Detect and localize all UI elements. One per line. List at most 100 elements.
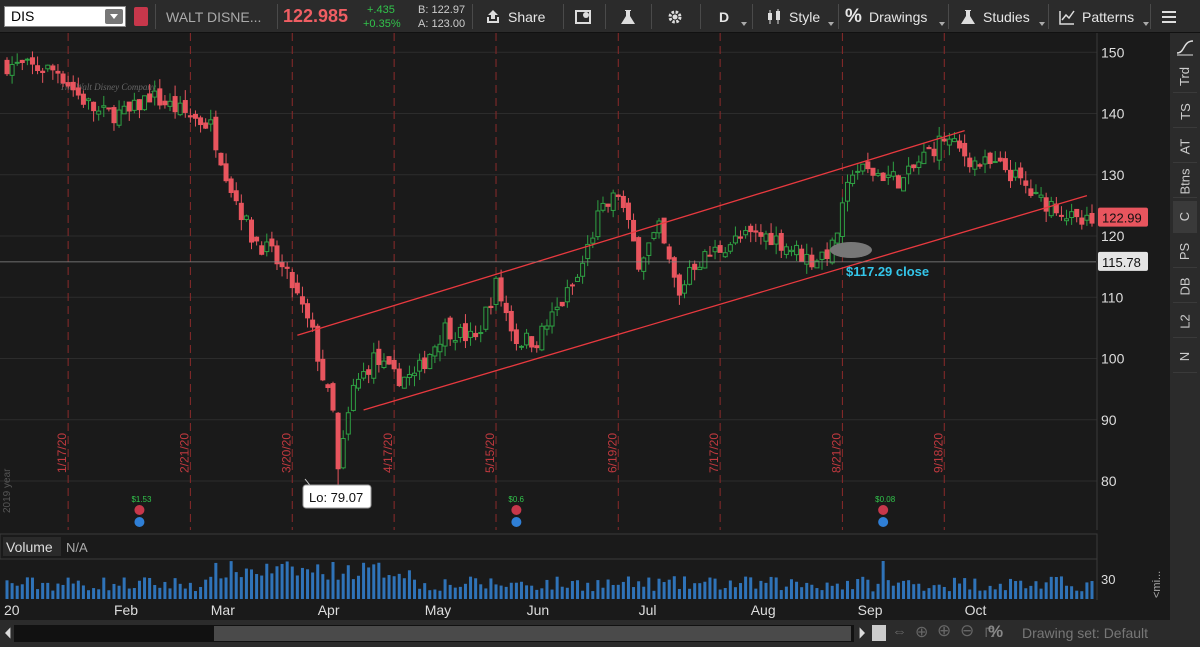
volume-bar xyxy=(81,585,85,599)
cursor-price-tag: 115.78 xyxy=(1098,251,1148,271)
drawing-set-label[interactable]: Drawing set: Default xyxy=(1022,625,1149,641)
volume-bar xyxy=(774,577,778,599)
crosshair-icon[interactable]: ⊕ xyxy=(915,624,929,641)
chart-area[interactable]: 1/17/20 2/21/20 3/20/20 4/17/20 5/15/20 6/19/… xyxy=(0,33,1170,647)
month-label: Jun xyxy=(527,602,550,618)
volume-bar xyxy=(255,574,259,599)
candle-body xyxy=(447,317,453,340)
expiration-label: 2/21/20 xyxy=(177,433,191,473)
candle-body xyxy=(361,371,367,379)
volume-bar xyxy=(876,583,880,599)
candle-body xyxy=(967,157,973,168)
candle-body xyxy=(687,267,693,285)
volume-bar xyxy=(107,590,111,599)
volume-bar xyxy=(407,570,411,599)
symbol-input[interactable]: DIS xyxy=(4,6,126,27)
settings-button[interactable] xyxy=(666,0,690,33)
volume-bar xyxy=(912,584,916,599)
patterns-button[interactable]: Patterns xyxy=(1058,0,1134,33)
volume-bar xyxy=(555,576,559,599)
percent-mode-icon[interactable]: % xyxy=(988,622,1004,641)
candle-body xyxy=(794,244,800,256)
low-callout: Lo: 79.07 xyxy=(302,478,372,509)
candle-body xyxy=(442,322,448,347)
candle-body xyxy=(350,384,356,411)
candle-body xyxy=(1089,212,1095,224)
candle-body xyxy=(880,172,886,182)
volume-bar xyxy=(866,579,870,599)
symbol-dropdown-icon[interactable] xyxy=(105,9,123,24)
scroll-left-icon[interactable] xyxy=(5,627,11,639)
zoom-in-icon[interactable]: ⊕ xyxy=(937,621,952,640)
dividend-icon xyxy=(878,505,889,515)
candle-body xyxy=(75,87,81,96)
scrollbar-track[interactable] xyxy=(14,625,854,642)
volume-bar xyxy=(163,581,167,599)
volume-bar xyxy=(188,582,192,599)
pan-icon[interactable]: ⇔ xyxy=(892,623,907,640)
candle-body xyxy=(325,384,331,389)
volume-bar xyxy=(1059,576,1063,599)
side-tab-c[interactable]: C xyxy=(1173,201,1197,233)
volume-bar xyxy=(448,584,452,599)
volume-bar xyxy=(51,590,55,599)
candle-body xyxy=(80,93,86,105)
aggregation-button[interactable]: D xyxy=(719,8,730,25)
candle-body xyxy=(544,325,550,330)
style-button[interactable]: Style xyxy=(765,0,820,33)
volume-bar xyxy=(346,565,350,599)
zoom-box-icon[interactable] xyxy=(872,625,886,641)
candle-body xyxy=(962,142,968,157)
earnings-icon xyxy=(878,517,889,527)
candle-body xyxy=(717,245,723,253)
candle-body xyxy=(992,161,998,164)
candle-body xyxy=(529,336,535,348)
side-tab-ts[interactable]: TS xyxy=(1173,96,1197,128)
volume-bar xyxy=(102,577,106,599)
side-tab-l2[interactable]: L2 xyxy=(1173,306,1197,338)
scrollbar-thumb[interactable] xyxy=(214,626,851,641)
candle-body xyxy=(147,93,153,103)
candle-body xyxy=(142,95,148,111)
side-tab-db[interactable]: DB xyxy=(1173,271,1197,303)
side-tab-ps[interactable]: PS xyxy=(1173,236,1197,268)
candle-body xyxy=(101,105,107,108)
candle-body xyxy=(951,138,957,143)
side-tab-trd[interactable]: Trd xyxy=(1173,61,1197,93)
collapse-panel-icon[interactable] xyxy=(1175,37,1195,57)
price-chart[interactable]: 1/17/20 2/21/20 3/20/20 4/17/20 5/15/20 6/19/… xyxy=(0,33,1170,620)
zoom-out-icon[interactable]: ⊖ xyxy=(960,621,975,640)
candle-body xyxy=(111,107,117,124)
side-tab-n[interactable]: N xyxy=(1173,341,1197,373)
volume-bar xyxy=(1049,576,1053,599)
candle-body xyxy=(788,249,794,253)
volume-bar xyxy=(428,590,432,599)
candle-body xyxy=(70,81,76,91)
expiration-label: 9/18/20 xyxy=(931,433,945,473)
magnet-icon[interactable]: ⊓ xyxy=(984,624,996,641)
studies-button[interactable]: Studies xyxy=(959,0,1030,33)
candle-body xyxy=(1028,188,1034,196)
thinkscript-lab-button[interactable] xyxy=(619,0,643,33)
candle-body xyxy=(799,248,805,262)
more-button[interactable] xyxy=(1160,0,1184,33)
scroll-right-icon[interactable] xyxy=(859,627,865,639)
volume-bar xyxy=(1034,581,1038,599)
volume-bar xyxy=(805,582,809,599)
volume-bar xyxy=(759,580,763,599)
volume-bar xyxy=(820,590,824,599)
side-tab-at[interactable]: AT xyxy=(1173,131,1197,163)
link-color-icon[interactable] xyxy=(134,7,148,26)
candle-body xyxy=(345,412,351,435)
drawings-button[interactable]: % Drawings xyxy=(845,0,927,33)
candle-body xyxy=(824,249,830,260)
candle-body xyxy=(45,64,51,70)
candle-body xyxy=(814,260,820,269)
volume-bar xyxy=(316,564,320,599)
share-button[interactable]: Share xyxy=(484,0,545,33)
candle-body xyxy=(748,225,754,233)
side-tab-btns[interactable]: Btns xyxy=(1173,166,1197,198)
volume-bar xyxy=(377,562,381,599)
candle-body xyxy=(631,219,637,242)
flexible-grid-button[interactable] xyxy=(574,0,598,33)
